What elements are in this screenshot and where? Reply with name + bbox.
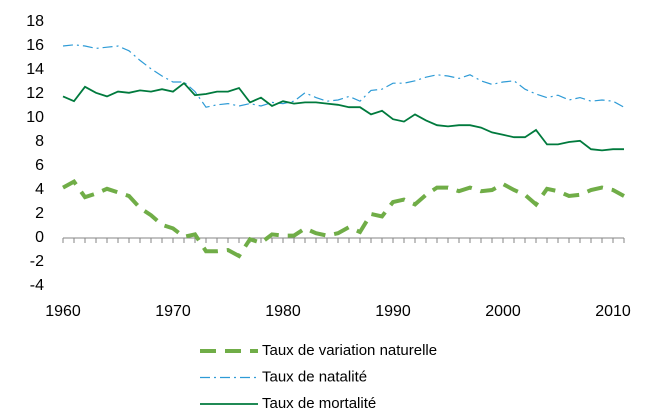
series-line — [62, 178, 625, 259]
y-tick-label: 16 — [26, 37, 44, 54]
legend-label: Taux de variation naturelle — [262, 342, 437, 359]
x-tick-label: 1980 — [265, 303, 301, 320]
y-tick-label: 12 — [26, 85, 44, 102]
y-tick-label: -4 — [30, 277, 44, 294]
y-tick-label: 6 — [35, 157, 44, 174]
y-tick-label: 14 — [26, 61, 44, 78]
y-tick-label: 2 — [35, 205, 44, 222]
x-tick-label: 1990 — [375, 303, 411, 320]
y-tick-label: 8 — [35, 133, 44, 150]
x-tick-label: 2010 — [595, 303, 631, 320]
legend-label: Taux de mortalité — [262, 395, 376, 410]
x-tick-label: 2000 — [485, 303, 521, 320]
y-tick-label: 18 — [26, 13, 44, 30]
y-tick-label: 10 — [26, 109, 44, 126]
y-tick-label: 4 — [35, 181, 44, 198]
legend-label: Taux de natalité — [262, 368, 367, 385]
series-line — [62, 44, 625, 108]
x-tick-label: 1970 — [155, 303, 191, 320]
x-tick-label: 1960 — [45, 303, 81, 320]
y-tick-label: 0 — [35, 229, 44, 246]
y-tick-label: -2 — [30, 253, 44, 270]
series-line — [62, 81, 624, 152]
